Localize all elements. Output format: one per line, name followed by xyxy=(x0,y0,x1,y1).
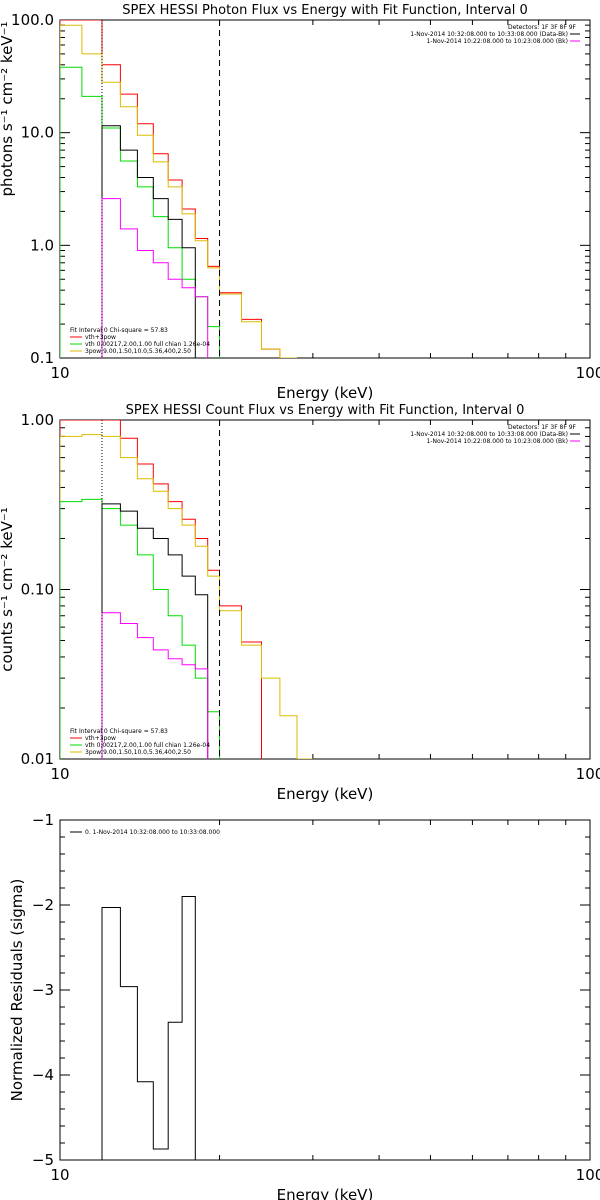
chart-title: SPEX HESSI Count Flux vs Energy with Fit… xyxy=(126,403,525,418)
legend-text: 1-Nov-2014 10:32:08.000 to 10:33:08.000 … xyxy=(410,431,568,438)
legend-header: Fit Interval 0 Chi-square = 57.83 xyxy=(70,728,168,735)
x-tick-label: 100 xyxy=(576,1166,600,1184)
legend-text: vth+3pow xyxy=(85,334,116,341)
x-tick-label: 10 xyxy=(50,765,69,783)
y-tick-label: −1 xyxy=(32,811,54,829)
series-line-0 xyxy=(60,20,281,358)
legend-text: 1-Nov-2014 10:22:08.000 to 10:23:08.000 … xyxy=(426,438,568,445)
series-line-1 xyxy=(60,434,313,759)
y-tick-label: 0.10 xyxy=(21,581,54,599)
series-line-4 xyxy=(101,612,209,759)
chart-2: 10 100 Energy (keV) −5 −4 −3 −2 −1 Normalized Re… xyxy=(8,811,600,1200)
y-tick-label: −4 xyxy=(32,1066,54,1084)
legend-text: 1-Nov-2014 10:32:08.000 to 10:33:08.000 … xyxy=(410,31,568,38)
legend-text: vth 0.00217,2.00,1.00 full chian 1.26e-0… xyxy=(85,341,210,348)
legend-text: 1-Nov-2014 10:22:08.000 to 10:23:08.000 … xyxy=(426,38,568,45)
series-line-1 xyxy=(60,24,297,358)
legend-text: 0. 1-Nov-2014 10:32:08.000 to 10:33:08.0… xyxy=(85,829,220,836)
series-line-2 xyxy=(60,498,220,759)
series-line-3 xyxy=(101,503,209,759)
y-axis-label: photons s⁻¹ cm⁻² keV⁻¹ xyxy=(0,22,16,197)
y-tick-label: 1.0 xyxy=(30,236,54,254)
y-tick-label: −5 xyxy=(32,1151,54,1169)
legend-header: Detectors: 1F 3F 8F 9F xyxy=(508,24,577,31)
plot-frame xyxy=(59,819,591,1161)
legend-text: vth+3pow xyxy=(85,735,116,742)
x-tick-label: 10 xyxy=(50,364,69,382)
y-tick-label: 100.0 xyxy=(11,11,54,29)
legend-header: Fit Interval 0 Chi-square = 57.83 xyxy=(70,327,168,334)
plot-frame xyxy=(59,19,591,359)
y-tick-label: 0.1 xyxy=(30,349,54,367)
legend-text: 3pow 9.00,1.50,10.0,5.36,400,2.50 xyxy=(85,749,191,756)
x-tick-label: 100 xyxy=(576,765,600,783)
y-tick-label: 10.0 xyxy=(21,124,54,142)
x-axis-label: Energy (keV) xyxy=(277,384,374,402)
y-tick-label: −3 xyxy=(32,981,54,999)
legend-text: vth 0.00217,2.00,1.00 full chian 1.26e-0… xyxy=(85,742,210,749)
plot-frame xyxy=(59,419,591,760)
series-line-0 xyxy=(101,896,196,1160)
x-tick-label: 100 xyxy=(576,364,600,382)
legend-header: Detectors: 1F 3F 8F 9F xyxy=(508,424,577,431)
chart-0: SPEX HESSI Photon Flux vs Energy with Fi… xyxy=(0,3,600,402)
x-tick-label: 10 xyxy=(50,1166,69,1184)
chart-1: SPEX HESSI Count Flux vs Energy with Fit… xyxy=(0,403,600,803)
legend-text: 3pow 9.00,1.50,10.0,5.36,400,2.50 xyxy=(85,348,191,355)
series-line-4 xyxy=(101,198,209,358)
y-tick-label: 1.00 xyxy=(21,411,54,429)
chart-title: SPEX HESSI Photon Flux vs Energy with Fi… xyxy=(122,3,528,18)
x-axis-label: Energy (keV) xyxy=(277,785,374,803)
series-line-0 xyxy=(60,420,262,759)
y-axis-label: Normalized Residuals (sigma) xyxy=(8,879,26,1102)
series-line-3 xyxy=(101,125,196,358)
x-axis-label: Energy (keV) xyxy=(277,1186,374,1200)
y-tick-label: 0.01 xyxy=(21,750,54,768)
y-tick-label: −2 xyxy=(32,896,54,914)
y-axis-label: counts s⁻¹ cm⁻² keV⁻¹ xyxy=(0,507,16,672)
